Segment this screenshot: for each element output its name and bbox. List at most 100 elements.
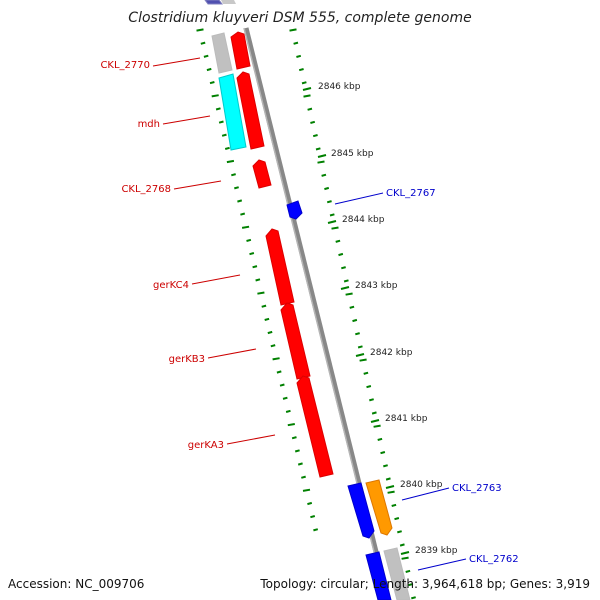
gene-mdh-rna[interactable] bbox=[218, 73, 247, 151]
track-dot bbox=[296, 54, 302, 58]
gene-CKL_2763[interactable] bbox=[347, 482, 375, 539]
gene-mdh[interactable] bbox=[236, 71, 265, 150]
track-dot bbox=[352, 318, 358, 323]
track-dot bbox=[369, 398, 374, 402]
scale-label: 2846 kbp bbox=[318, 82, 361, 92]
scale-label: 2843 kbp bbox=[355, 281, 398, 291]
gene-top-blue[interactable] bbox=[204, 0, 223, 5]
track-dot bbox=[276, 370, 282, 374]
track-dot bbox=[241, 225, 250, 229]
track-dot bbox=[303, 94, 311, 98]
reverse-gene-features bbox=[286, 200, 411, 600]
track-dot bbox=[391, 503, 397, 507]
track-dot bbox=[211, 94, 219, 98]
track-dot bbox=[411, 596, 416, 600]
map-title: Clostridium kluyveri DSM 555, complete g… bbox=[128, 10, 472, 26]
label-gerKA3[interactable]: gerKA3 bbox=[188, 440, 224, 451]
track-dot bbox=[335, 239, 341, 243]
gene-CKL_2762-other[interactable] bbox=[383, 547, 411, 600]
gene-features bbox=[204, 0, 334, 478]
track-dot bbox=[313, 528, 319, 532]
gene-CKL_2762[interactable] bbox=[365, 551, 392, 600]
track-dot bbox=[234, 186, 239, 190]
label-CKL_2763[interactable]: CKL_2763 bbox=[452, 483, 502, 494]
track-dot bbox=[345, 292, 353, 296]
track-dot bbox=[324, 186, 330, 191]
gene-CKL_2770-other[interactable] bbox=[211, 32, 233, 74]
gene-CKL_2768[interactable] bbox=[252, 159, 272, 189]
track-dot bbox=[385, 477, 391, 481]
track-dot bbox=[310, 120, 316, 124]
track-dot bbox=[397, 530, 402, 534]
track-dot bbox=[326, 200, 332, 204]
gene-labels: CKL_2770 mdh CKL_2768 gerKC4 gerKB3 gerK… bbox=[100, 60, 518, 565]
track-dot bbox=[383, 464, 388, 468]
label-gerKB3[interactable]: gerKB3 bbox=[169, 354, 205, 365]
track-dot bbox=[285, 409, 291, 413]
track-dot bbox=[338, 252, 344, 257]
gene-gerKB3[interactable] bbox=[280, 302, 311, 380]
scale-tick-2840: 2840 kbp bbox=[385, 480, 443, 490]
leader-mdh bbox=[162, 115, 211, 125]
track-dot bbox=[279, 383, 285, 387]
track-dot bbox=[221, 133, 227, 137]
track-dot bbox=[289, 28, 297, 32]
track-dot bbox=[270, 344, 276, 348]
track-dot bbox=[272, 357, 280, 361]
track-dot bbox=[366, 385, 372, 389]
track-dot bbox=[298, 68, 304, 72]
track-dot bbox=[380, 451, 386, 455]
label-mdh[interactable]: mdh bbox=[138, 119, 160, 130]
scale-label: 2844 kbp bbox=[342, 215, 385, 225]
track-dot bbox=[246, 238, 252, 242]
track-dot bbox=[249, 252, 255, 256]
gene-gerKA3[interactable] bbox=[296, 375, 334, 478]
track-dot bbox=[343, 279, 349, 283]
accession-label: Accession: NC_009706 bbox=[8, 577, 145, 591]
scale-ticks: 2846 kbp 2845 kbp 2844 kbp 2843 kbp 2842… bbox=[302, 82, 458, 556]
scale-tick-2842: 2842 kbp bbox=[355, 348, 413, 358]
track-dot bbox=[315, 147, 321, 151]
track-dot bbox=[301, 81, 307, 85]
leader-CKL_2767 bbox=[334, 192, 384, 205]
track-dot bbox=[206, 67, 212, 72]
track-dot bbox=[307, 107, 313, 111]
track-dot bbox=[237, 199, 243, 203]
track-dot bbox=[321, 173, 327, 177]
label-CKL_2770[interactable]: CKL_2770 bbox=[100, 60, 150, 71]
label-CKL_2762[interactable]: CKL_2762 bbox=[469, 554, 519, 565]
gene-CKL_2763-highlight[interactable] bbox=[365, 479, 393, 536]
label-CKL_2768[interactable]: CKL_2768 bbox=[121, 184, 171, 195]
track-dot bbox=[257, 291, 265, 295]
track-dot bbox=[394, 517, 400, 521]
label-gerKC4[interactable]: gerKC4 bbox=[153, 280, 189, 291]
leader-gerKC4 bbox=[191, 274, 241, 285]
track-dot bbox=[349, 305, 355, 309]
track-dot bbox=[200, 41, 206, 45]
label-CKL_2767[interactable]: CKL_2767 bbox=[386, 188, 436, 199]
track-dot bbox=[399, 543, 405, 547]
track-dot bbox=[291, 436, 297, 440]
track-dot bbox=[377, 437, 383, 441]
track-dot bbox=[359, 358, 367, 362]
scale-tick-2839: 2839 kbp bbox=[400, 546, 458, 556]
scale-tick-2843: 2843 kbp bbox=[340, 281, 398, 291]
scale-label: 2841 kbp bbox=[385, 414, 428, 424]
leader-CKL_2762 bbox=[417, 558, 467, 571]
gene-top-gray[interactable] bbox=[221, 0, 236, 4]
track-dot bbox=[301, 475, 306, 479]
leader-gerKB3 bbox=[207, 348, 257, 359]
gene-gerKC4[interactable] bbox=[265, 228, 295, 306]
track-dot bbox=[355, 332, 360, 336]
label-leaders bbox=[152, 57, 467, 571]
track-dot bbox=[329, 213, 335, 217]
track-dot bbox=[224, 146, 230, 150]
track-dot bbox=[196, 28, 204, 32]
gene-CKL_2767[interactable] bbox=[286, 200, 303, 220]
track-dot bbox=[317, 160, 325, 164]
gene-CKL_2770[interactable] bbox=[230, 31, 251, 70]
scale-tick-2841: 2841 kbp bbox=[370, 414, 428, 424]
track-dot bbox=[252, 265, 258, 269]
track-dot bbox=[297, 462, 303, 466]
